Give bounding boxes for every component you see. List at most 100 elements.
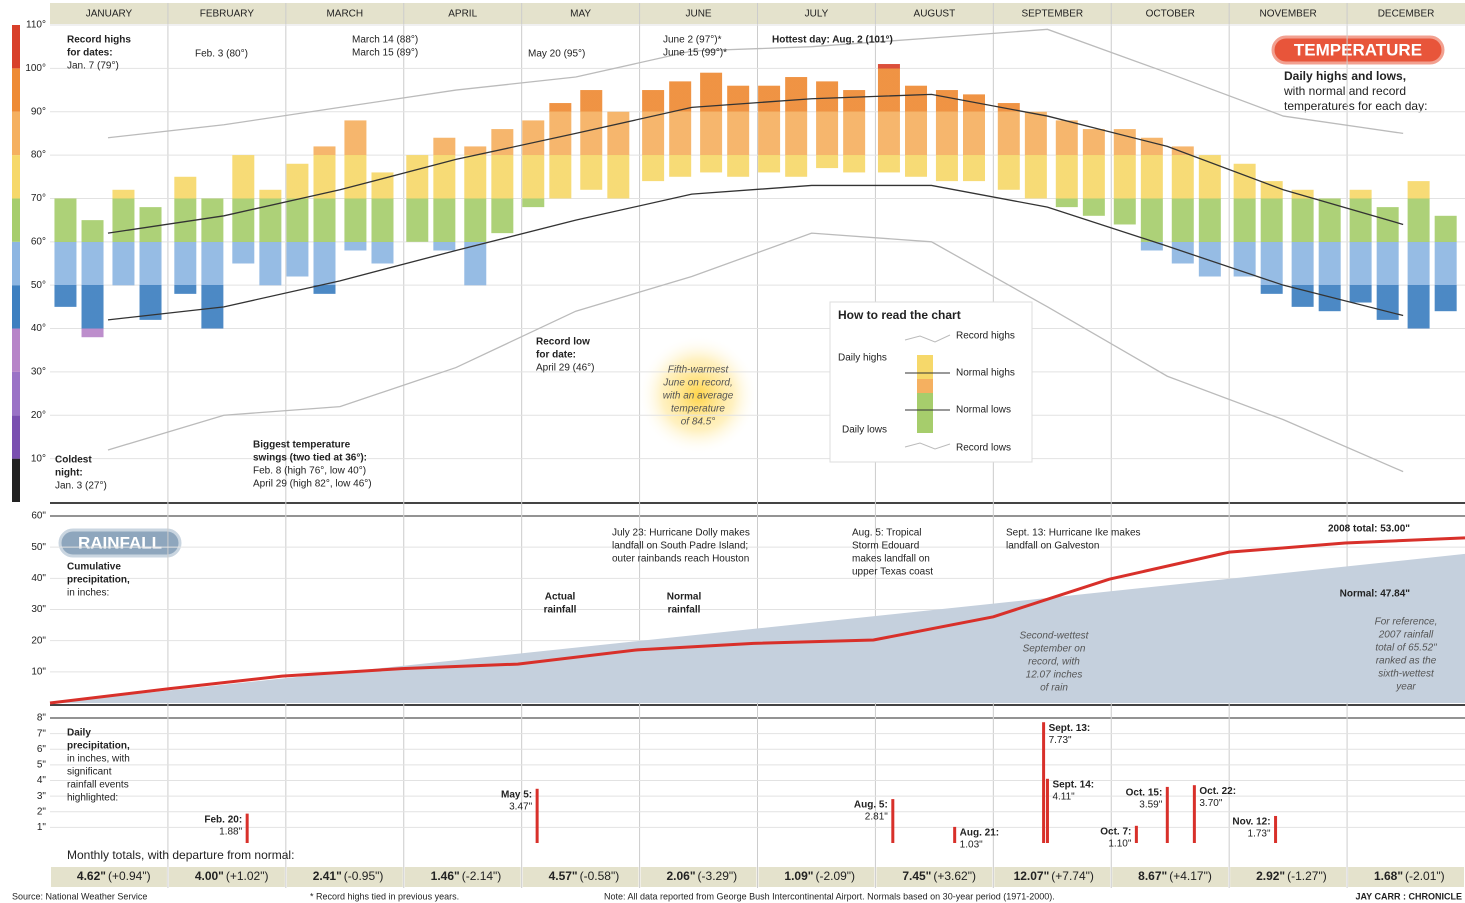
temp-bar [963, 94, 986, 182]
annotation: in inches: [67, 588, 109, 599]
temp-bar [607, 111, 630, 199]
monthly-departure: (-0.95") [344, 869, 384, 883]
temp-bar [54, 198, 77, 307]
monthly-departure: (+7.74") [1051, 869, 1094, 883]
monthly-total: 4.62" [77, 869, 106, 883]
temp-bar [1113, 129, 1136, 225]
event-label: Oct. 15: [1126, 788, 1163, 799]
y-tick-label: 5" [37, 760, 47, 771]
footer: Note: All data reported from George Bush… [604, 891, 1055, 901]
annotation: Record highs [67, 35, 131, 46]
temp-bar [1171, 146, 1194, 264]
temp-bar [935, 90, 958, 182]
y-tick-label: 8" [37, 713, 47, 724]
totals-cell [1348, 867, 1464, 887]
annotation: makes landfall on [852, 554, 930, 565]
monthly-total: 2.41" [313, 869, 342, 883]
temp-bar [522, 120, 545, 208]
y-tick-label: 4" [37, 775, 47, 786]
event-value: 3.47" [509, 801, 532, 812]
temp-line [107, 93, 1404, 234]
temp-bar [139, 207, 162, 320]
annotation: Feb. 8 (high 76°, low 40°) [253, 466, 366, 477]
totals-cell [404, 867, 521, 887]
annotation: Sept. 13: Hurricane Ike makes [1006, 528, 1141, 539]
temp-bar [580, 90, 603, 190]
temp-bar [313, 146, 336, 294]
legend-label: Record highs [956, 331, 1015, 342]
y-tick-label: 10° [31, 453, 46, 464]
y-tick-label: 3" [37, 791, 47, 802]
legend-label: Normal highs [956, 368, 1015, 379]
color-scale [12, 415, 20, 459]
legend: How to read the chart Record highs Daily… [829, 301, 1033, 463]
annotation: year [1395, 682, 1416, 693]
annotation: Biggest temperature [253, 440, 351, 451]
annotation: ranked as the [1376, 656, 1437, 667]
event-value: 1.03" [960, 840, 983, 851]
event-value: 3.70" [1199, 798, 1222, 809]
temp-bar [905, 85, 928, 177]
month-label: NOVEMBER [1260, 9, 1317, 20]
annotation: Hottest day: Aug. 2 (101°) [772, 35, 893, 46]
totals-cell [51, 867, 167, 887]
monthly-total: 1.09" [784, 869, 813, 883]
annotation: Daily [67, 728, 91, 739]
event-label: Oct. 7: [1100, 826, 1131, 837]
temp-bar [1318, 198, 1341, 312]
annotation: with an average [663, 391, 734, 402]
event-value: 2.81" [865, 812, 888, 823]
event-label: Oct. 22: [1199, 786, 1236, 797]
annotation: March 14 (88°) [352, 35, 418, 46]
title-badge [1271, 35, 1445, 65]
annotation: April 29 (46°) [536, 363, 594, 374]
monthly-departure: (-1.27") [1287, 869, 1327, 883]
title-badge [58, 528, 182, 558]
color-scale [12, 155, 20, 199]
annotation: Jan. 3 (27°) [55, 481, 107, 492]
monthly-total: 1.46" [431, 869, 460, 883]
annotation: for dates: [67, 48, 113, 59]
event-value: 1.73" [1248, 829, 1271, 840]
event-label: Aug. 21: [960, 828, 999, 839]
event-label: Aug. 5: [854, 800, 888, 811]
temp-bar [371, 172, 394, 264]
temp-line [107, 184, 1404, 321]
annotation: sixth-wettest [1378, 669, 1435, 680]
totals-cell [994, 867, 1111, 887]
color-scale [12, 111, 20, 156]
annotation: Normal [667, 592, 702, 603]
annotation: June 2 (97°)* [663, 35, 722, 46]
y-tick-label: 50° [31, 280, 46, 291]
annotation: precipitation, [67, 575, 130, 586]
temp-bar [727, 85, 750, 177]
monthly-total: 2.06" [666, 869, 695, 883]
event-value: 1.88" [219, 826, 242, 837]
month-label: SEPTEMBER [1021, 9, 1083, 20]
month-label: MARCH [326, 9, 363, 20]
temp-bar [174, 176, 197, 294]
y-tick-label: 30° [31, 367, 46, 378]
temp-bar [1082, 129, 1105, 216]
legend-label: Daily lows [842, 425, 887, 436]
y-tick-label: 80° [31, 150, 46, 161]
annotation: Actual [545, 592, 576, 603]
monthly-departure: (-2.09") [815, 869, 855, 883]
footer: JAY CARR : CHRONICLE [1355, 891, 1462, 901]
monthly-total: 12.07" [1014, 869, 1050, 883]
rain-bar [1045, 778, 1049, 843]
month-label: DECEMBER [1378, 9, 1435, 20]
temp-bar [433, 137, 456, 251]
footer: Source: National Weather Service [12, 891, 147, 901]
month-label: MAY [570, 9, 591, 20]
totals-cell [1112, 867, 1229, 887]
annotation: Aug. 5: Tropical [852, 528, 921, 539]
annotation: June on record, [662, 378, 733, 389]
annotation: swings (two tied at 36°): [253, 453, 367, 464]
totals-cell [522, 867, 639, 887]
color-scale [12, 198, 20, 242]
y-tick-label: 20" [31, 635, 46, 646]
y-tick-label: 6" [37, 744, 47, 755]
y-tick-label: 40" [31, 573, 46, 584]
